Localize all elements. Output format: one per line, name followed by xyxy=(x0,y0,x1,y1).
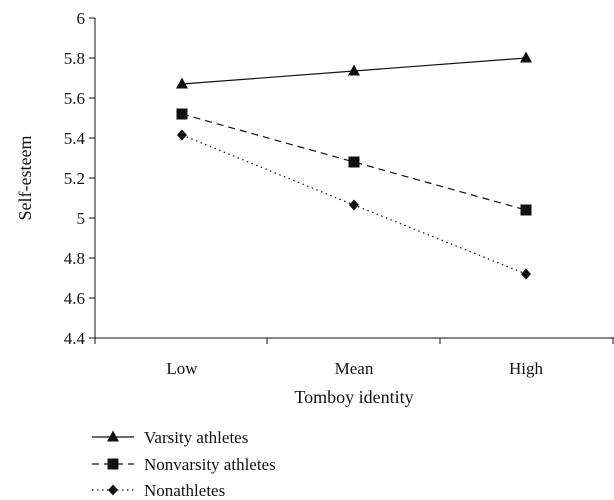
y-axis: 4.4 4.6 4.8 5 5.2 5.4 5.6 5.8 6 xyxy=(64,9,96,348)
y-tick-label: 5.2 xyxy=(64,169,85,188)
y-axis-title: Self-esteem xyxy=(15,136,35,221)
data-point xyxy=(176,77,188,89)
y-tick-label: 4.6 xyxy=(64,289,85,308)
legend-label: Nonathletes xyxy=(144,481,225,500)
y-tick-label: 5.8 xyxy=(64,49,85,68)
legend-label: Nonvarsity athletes xyxy=(144,455,276,474)
legend-item: Varsity athletes xyxy=(92,428,248,447)
series-2 xyxy=(177,129,531,280)
data-point xyxy=(520,51,532,63)
legend-marker xyxy=(107,458,119,470)
x-axis: Low Mean High xyxy=(94,337,614,378)
x-axis-title: Tomboy identity xyxy=(294,387,413,407)
data-point xyxy=(348,64,360,76)
data-point xyxy=(348,156,360,168)
y-tick-label: 5.6 xyxy=(64,89,85,108)
legend-label: Varsity athletes xyxy=(144,428,248,447)
legend-item: Nonvarsity athletes xyxy=(92,455,276,474)
y-tick-label: 6 xyxy=(77,9,86,28)
y-tick-label: 4.4 xyxy=(64,329,86,348)
y-tick-label: 4.8 xyxy=(64,249,85,268)
y-tick-label: 5.4 xyxy=(64,129,86,148)
x-tick-label: Mean xyxy=(335,359,374,378)
data-point xyxy=(521,268,531,280)
legend-marker xyxy=(107,430,119,442)
series-0 xyxy=(176,51,532,89)
data-point xyxy=(176,108,188,120)
data-point xyxy=(349,199,359,211)
series-1 xyxy=(176,108,532,216)
legend-item: Nonathletes xyxy=(92,481,225,500)
legend-marker xyxy=(108,484,118,496)
x-tick-label: High xyxy=(509,359,544,378)
plot-series xyxy=(176,51,532,280)
y-tick-label: 5 xyxy=(77,209,86,228)
legend: Varsity athletes Nonvarsity athletes Nonat… xyxy=(92,428,276,500)
data-point xyxy=(177,129,187,141)
x-tick-label: Low xyxy=(166,359,198,378)
data-point xyxy=(520,204,532,216)
